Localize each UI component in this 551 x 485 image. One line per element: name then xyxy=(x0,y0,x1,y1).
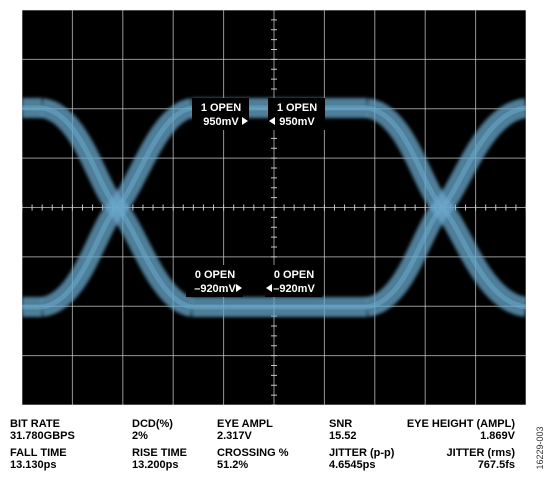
eye-ampl-readout: EYE AMPL 2.317V xyxy=(217,418,273,442)
eye-rising-edge xyxy=(366,105,526,310)
eye-rising-edge xyxy=(41,105,193,310)
level-marker-state: 1 OPEN xyxy=(277,102,317,114)
level-marker-level: 950mV xyxy=(279,116,315,128)
snr-value: 15.52 xyxy=(329,430,357,442)
level-marker-box xyxy=(192,98,249,130)
snr-label: SNR xyxy=(329,418,353,430)
bit-rate-value: 31.780GBPS xyxy=(10,430,75,442)
rise-time-value: 13.200ps xyxy=(132,459,179,471)
jitter-pp-label: JITTER (p-p) xyxy=(329,447,395,459)
figure-id: 16229-003 xyxy=(530,418,550,478)
snr-readout: SNR 15.52 xyxy=(329,418,357,442)
crossing-label: CROSSING % xyxy=(217,447,289,459)
level-marker-level: –920mV xyxy=(273,283,315,295)
rise-time-readout: RISE TIME 13.200ps xyxy=(132,447,187,471)
jitter-rms-readout: JITTER (rms) 767.5fs xyxy=(420,447,515,471)
level-marker: 0 OPEN –920mV xyxy=(265,265,322,297)
level-marker-box xyxy=(268,98,325,130)
level-marker-state: 1 OPEN xyxy=(201,102,241,114)
level-marker-state: 0 OPEN xyxy=(195,269,235,281)
figure-id-text: 16229-003 xyxy=(535,426,545,470)
eye-height-label: EYE HEIGHT (AMPL) xyxy=(406,418,515,430)
dcd-value: 2% xyxy=(132,430,148,442)
level-marker-level: 950mV xyxy=(203,116,239,128)
jitter-rms-value: 767.5fs xyxy=(477,459,515,471)
fall-time-readout: FALL TIME 13.130ps xyxy=(10,447,67,471)
level-marker-level: –920mV xyxy=(194,283,236,295)
dcd-readout: DCD(%) 2% xyxy=(132,418,173,442)
jitter-pp-value: 4.6545ps xyxy=(329,459,376,471)
level-marker: 0 OPEN –920mV xyxy=(186,265,243,297)
arrow-right-icon xyxy=(242,117,248,125)
eye-ampl-value: 2.317V xyxy=(217,430,252,442)
level-marker-box xyxy=(265,265,322,297)
jitter-rms-label: JITTER (rms) xyxy=(446,447,515,459)
crossing-readout: CROSSING % 51.2% xyxy=(217,447,289,471)
bit-rate-label: BIT RATE xyxy=(10,418,60,430)
arrow-left-icon xyxy=(269,117,275,125)
fall-time-label: FALL TIME xyxy=(10,447,67,459)
bit-rate-readout: BIT RATE 31.780GBPS xyxy=(10,418,75,442)
jitter-pp-readout: JITTER (p-p) 4.6545ps xyxy=(329,447,394,471)
eye-ampl-label: EYE AMPL xyxy=(217,418,273,430)
crossing-value: 51.2% xyxy=(217,459,249,471)
level-marker: 1 OPEN 950mV xyxy=(268,98,325,130)
dcd-label: DCD(%) xyxy=(132,418,173,430)
arrow-right-icon xyxy=(236,284,242,292)
level-marker: 1 OPEN 950mV xyxy=(192,98,249,130)
eye-height-readout: EYE HEIGHT (AMPL) 1.869V xyxy=(380,418,515,442)
level-marker-state: 0 OPEN xyxy=(274,269,314,281)
level-marker-box xyxy=(186,265,243,297)
eye-height-value: 1.869V xyxy=(480,430,515,442)
fall-time-value: 13.130ps xyxy=(10,459,57,471)
arrow-left-icon xyxy=(266,284,272,292)
rise-time-label: RISE TIME xyxy=(132,447,188,459)
